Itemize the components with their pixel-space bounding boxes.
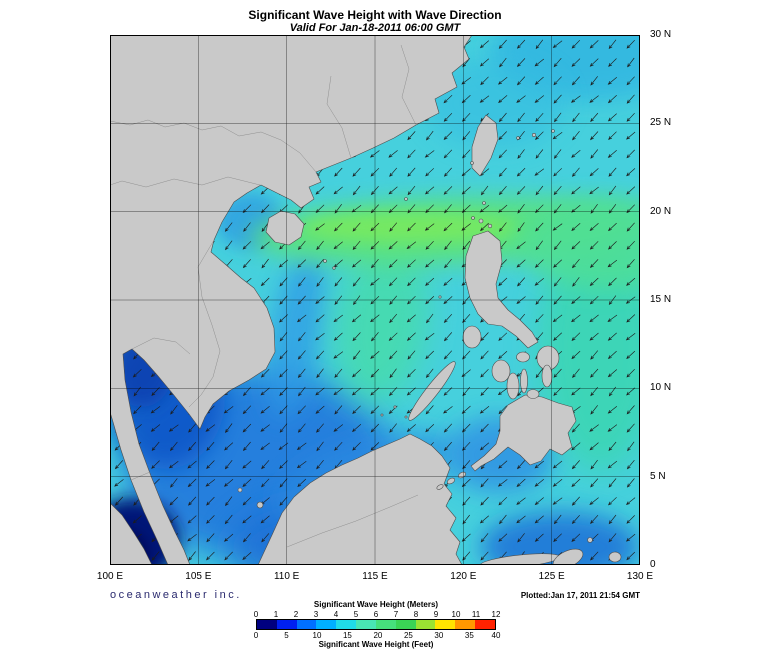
hainan-island [265,210,305,246]
visayas-islands [462,325,560,400]
lat-tick-label: 20 N [650,205,672,217]
luzon-island [464,230,539,349]
wave-height-map [110,35,640,565]
map-frame [110,35,640,565]
feet-tick-label: 20 [373,631,383,640]
lon-tick-label: 110 E [273,571,300,582]
borneo-island [257,433,463,565]
meters-tick-label: 0 [253,610,259,619]
legend-color-segment [475,620,495,629]
legend-color-segment [257,620,277,629]
meters-tick-label: 3 [313,610,319,619]
legend-colorbar [256,619,496,630]
meters-tick-label: 6 [373,610,379,619]
meters-tick-label: 2 [293,610,299,619]
feet-tick-label: 35 [464,631,474,640]
legend-color-segment [276,620,297,629]
lon-tick-label: 115 E [362,571,388,582]
meters-tick-label: 8 [413,610,419,619]
legend-color-segment [435,620,456,629]
feet-tick-label: 10 [312,631,322,640]
oceanweather-logo-text: oceanweather inc. [110,589,242,601]
lon-tick-label: 125 E [538,571,565,582]
legend-color-segment [415,620,436,629]
legend-color-segment [296,620,317,629]
feet-tick-label: 5 [284,631,289,640]
asia-mainland [110,35,473,565]
plotted-timestamp: Plotted:Jan 17, 2011 21:54 GMT [520,591,640,600]
meters-tick-label: 4 [333,610,339,619]
graticule-grid [110,35,640,565]
meters-tick-label: 11 [471,610,481,619]
palawan-island [408,361,456,421]
meters-tick-label: 9 [433,610,439,619]
lat-tick-label: 10 N [650,382,672,394]
legend-color-segment [336,620,357,629]
meters-tick-label: 10 [451,610,461,619]
lat-tick-label: 5 N [650,470,666,482]
landmasses [110,35,622,565]
meters-tick-label: 5 [353,610,359,619]
feet-tick-label: 0 [253,631,259,640]
feet-tick-label: 15 [342,631,352,640]
lat-tick-label: 25 N [650,117,672,129]
lon-tick-label: 120 E [450,571,477,582]
legend-color-segment [375,620,396,629]
feet-tick-label: 30 [434,631,444,640]
sumatra-corner [110,502,153,565]
meters-tick-label: 12 [491,610,501,619]
taiwan-island [471,114,499,177]
sulu-archipelago [436,471,466,490]
legend-color-segment [356,620,376,629]
legend-color-segment [395,620,416,629]
feet-tick-label: 25 [403,631,413,640]
legend-color-segment [455,620,476,629]
feet-tick-label: 40 [491,631,501,640]
mindanao-island [470,394,577,472]
lat-tick-label: 0 [650,558,656,570]
country-borders [110,44,419,548]
lat-tick-label: 30 N [650,29,672,40]
meters-tick-label: 7 [393,610,399,619]
lon-tick-label: 130 E [626,571,654,582]
legend-feet-ticks: 0 5 10 15 20 25 30 35 40 [253,630,501,640]
legend-meters-ticks: 0 1 2 3 4 5 6 7 8 9 10 11 12 [253,609,501,619]
lat-tick-label: 15 N [650,293,672,305]
lon-tick-label: 100 E [96,571,124,582]
legend-color-segment [316,620,337,629]
chart-subtitle: Valid For Jan-18-2011 06:00 GMT [289,22,461,34]
legend-title-meters: Significant Wave Height (Meters) [313,600,439,609]
legend-title-feet: Significant Wave Height (Feet) [318,640,434,649]
meters-tick-label: 1 [273,610,279,619]
chart-title: Significant Wave Height with Wave Direct… [248,8,502,22]
lon-tick-label: 105 E [185,571,212,582]
